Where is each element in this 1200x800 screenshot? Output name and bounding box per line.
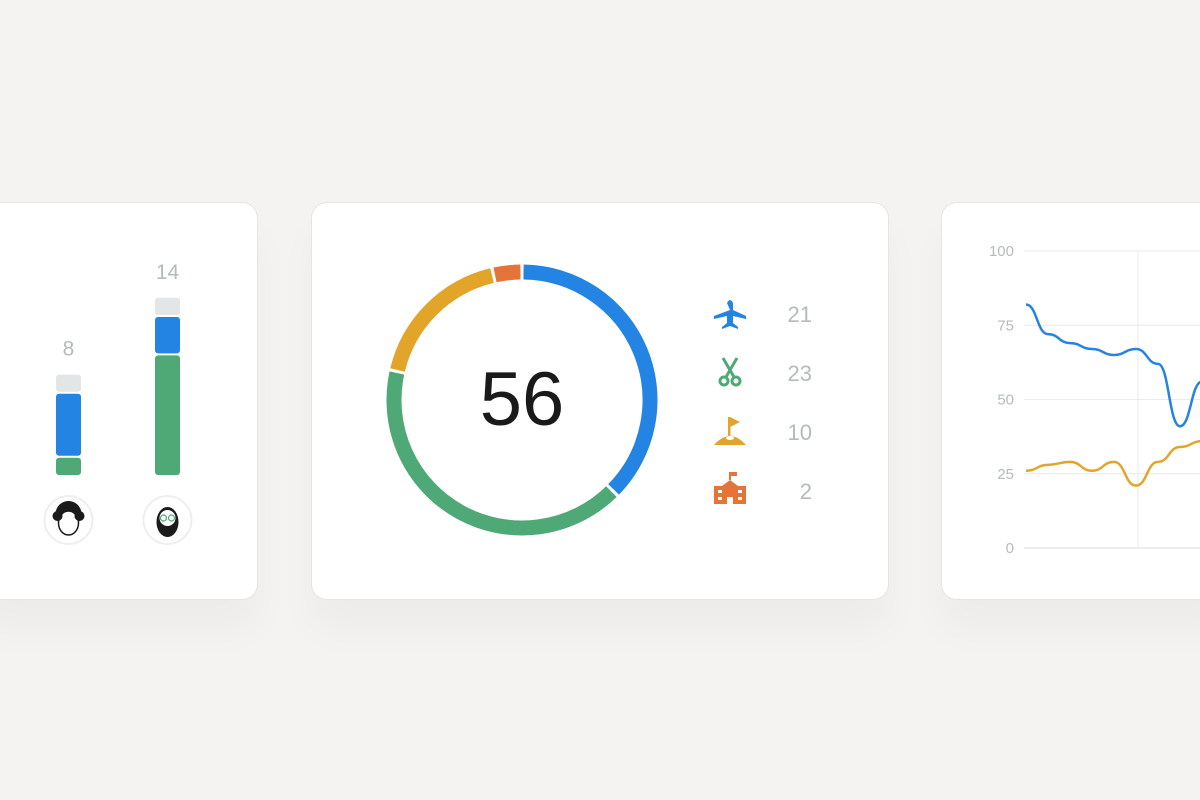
scissors-icon <box>718 357 742 387</box>
bar-segment-green <box>155 355 180 475</box>
bearded-glasses-person-avatar <box>142 495 193 545</box>
school-icon <box>714 472 746 504</box>
golf-flag-icon <box>714 417 746 445</box>
legend-item: 2 <box>714 472 812 504</box>
bar-group: 14 <box>142 261 193 545</box>
donut-slice <box>523 264 658 495</box>
bar-total: 8 <box>63 338 75 361</box>
stacked-bars: 8 14 <box>43 261 193 545</box>
bars-card: 8 14 <box>0 202 258 600</box>
y-tick-label: 50 <box>997 392 1014 409</box>
bar-group: 8 <box>43 338 94 545</box>
legend-value: 2 <box>800 479 812 504</box>
bar-segment-gray <box>155 297 180 315</box>
y-tick-label: 25 <box>997 466 1014 483</box>
donut-total: 56 <box>480 357 565 442</box>
line-chart-card: 100 75 50 25 0 <box>941 202 1200 600</box>
bar-segment-blue <box>56 393 81 456</box>
y-tick-label: 100 <box>989 243 1014 260</box>
donut-slice <box>493 264 521 283</box>
donut-card: 56 21 23 10 2 <box>311 202 889 600</box>
bar-segment-blue <box>155 317 180 354</box>
airplane-icon <box>714 300 746 329</box>
legend-item: 21 <box>714 300 812 329</box>
legend-value: 23 <box>788 361 812 386</box>
bar-total: 14 <box>156 261 180 284</box>
series-line <box>1025 439 1200 487</box>
bar-segment-green <box>56 457 81 475</box>
donut-slice <box>390 268 494 372</box>
bar-segment-gray <box>56 374 81 392</box>
legend-value: 10 <box>788 420 812 445</box>
legend-item: 23 <box>718 357 812 387</box>
donut-slice <box>386 371 617 536</box>
y-tick-label: 75 <box>997 317 1014 334</box>
legend-item: 10 <box>714 417 812 445</box>
series-line <box>1025 303 1200 428</box>
y-tick-label: 0 <box>1006 540 1014 557</box>
donut-chart: 56 21 23 10 2 <box>386 264 812 536</box>
line-chart: 100 75 50 25 0 <box>989 243 1200 557</box>
legend-value: 21 <box>788 302 812 327</box>
curly-hair-person-avatar <box>43 495 94 545</box>
